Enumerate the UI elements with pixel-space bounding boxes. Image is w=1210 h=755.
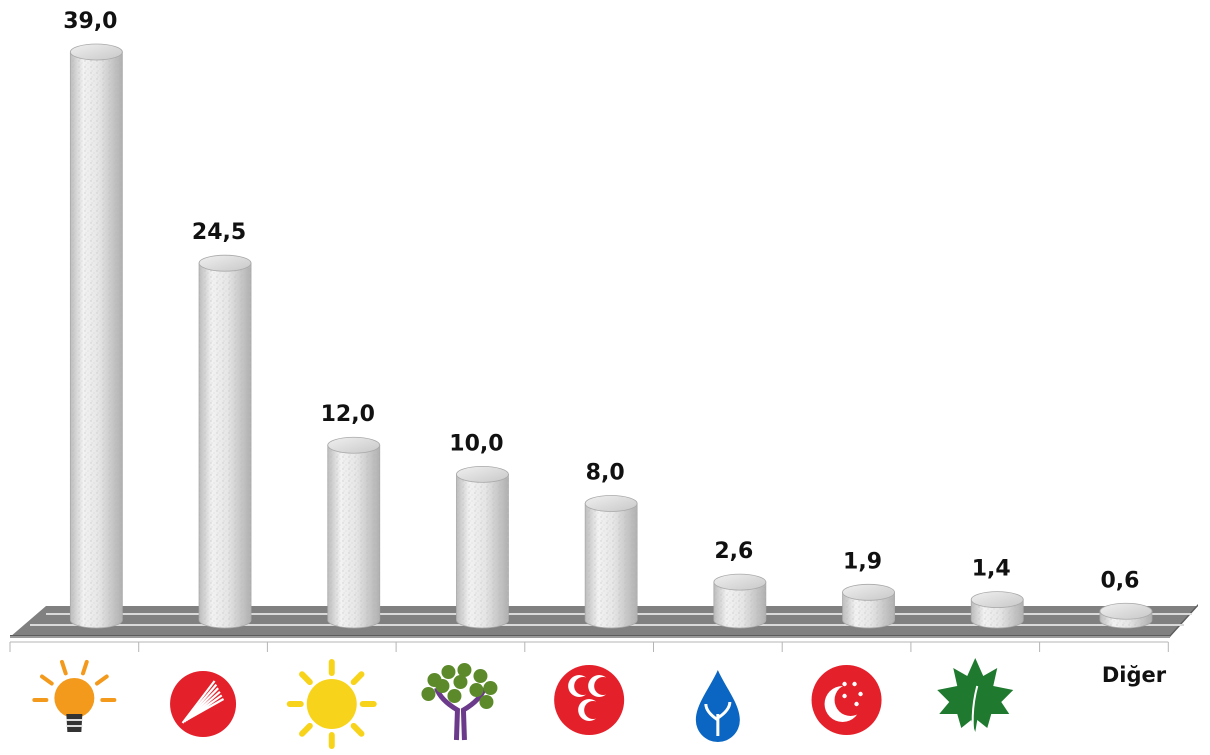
bar-texture xyxy=(585,503,638,628)
bar-cap xyxy=(198,254,252,272)
bar-cap xyxy=(456,465,509,483)
bar-cap xyxy=(584,495,638,512)
category-label: Diğer xyxy=(1102,663,1167,687)
bar xyxy=(456,465,509,629)
bar-texture xyxy=(199,263,252,628)
bar xyxy=(713,573,767,629)
bar-cap xyxy=(713,573,767,591)
bar xyxy=(584,495,638,629)
six-arrows-icon xyxy=(170,671,237,737)
three-crescents-icon xyxy=(554,665,625,735)
water-drop-icon xyxy=(695,670,740,742)
crescent-stars-icon xyxy=(811,665,882,735)
bar xyxy=(69,43,123,629)
bar-cap xyxy=(69,43,123,61)
bar-texture xyxy=(70,52,123,628)
data-label: 10,0 xyxy=(449,431,503,456)
sun-icon xyxy=(286,659,377,749)
bar xyxy=(1099,602,1153,629)
data-label: 1,4 xyxy=(972,557,1011,582)
bar-texture xyxy=(327,445,380,628)
data-label: 24,5 xyxy=(192,220,246,245)
data-label: 0,6 xyxy=(1100,568,1139,593)
data-label: 1,9 xyxy=(843,549,882,574)
tree-icon xyxy=(421,663,498,741)
bar-cap xyxy=(970,591,1024,609)
bar-texture xyxy=(456,474,509,628)
bar xyxy=(842,583,895,629)
bar-cap xyxy=(327,436,381,454)
lightbulb-icon xyxy=(32,659,117,732)
data-label: 39,0 xyxy=(63,9,117,34)
data-label: 2,6 xyxy=(714,539,753,564)
bar xyxy=(327,436,381,629)
category-label: Diğer xyxy=(1102,663,1167,687)
data-label: 8,0 xyxy=(586,460,625,485)
bar-cap xyxy=(842,583,895,601)
category-labels: Diğer xyxy=(32,658,1167,749)
leaf-icon xyxy=(937,658,1014,747)
bar xyxy=(970,591,1024,629)
bar-texture xyxy=(713,582,766,628)
value-labels: 39,0 24,5 12,0 10,0 8,0 2,6 1,9 1,4 0,6 xyxy=(63,9,1139,593)
bar xyxy=(198,254,252,629)
data-label: 12,0 xyxy=(321,402,375,427)
bar-texture xyxy=(842,592,895,628)
bar-cap xyxy=(1099,602,1153,620)
bars xyxy=(69,43,1153,629)
x-axis xyxy=(9,641,1169,652)
